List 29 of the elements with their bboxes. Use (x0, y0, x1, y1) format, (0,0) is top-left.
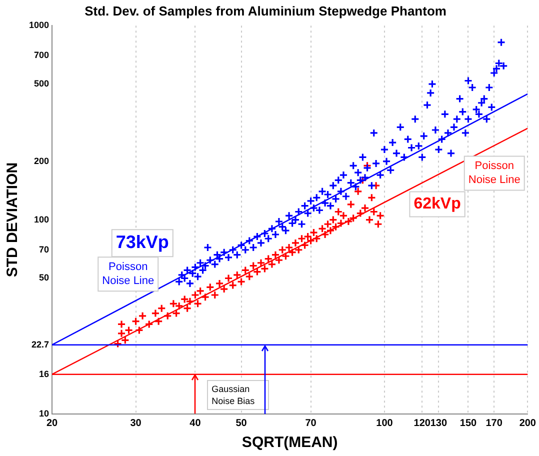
x-tick-label: 50 (236, 418, 248, 429)
annotation: Gaussian Noise Bias (212, 383, 256, 407)
y-tick-label: 22.7 (31, 339, 50, 350)
y-tick-label: 700 (34, 50, 50, 60)
x-axis-title: SQRT(MEAN) (242, 434, 338, 452)
y-axis-title: STD DEVIATION (4, 162, 22, 278)
y-tick-label: 16 (39, 368, 50, 379)
series-label: Poisson Noise Line (102, 261, 154, 288)
x-tick-label: 170 (486, 418, 503, 429)
y-tick-label: 100 (34, 214, 50, 224)
series-label: 73kVp (116, 232, 169, 252)
series-label: 62kVp (414, 196, 462, 213)
chart-title: Std. Dev. of Samples from Aluminium Stepwedge Phantom (84, 3, 446, 18)
x-tick-label: 130 (430, 418, 448, 429)
y-tick-label: 500 (34, 78, 50, 89)
y-tick-label: 1000 (28, 20, 50, 30)
x-tick-label: 70 (305, 418, 317, 429)
x-tick-label: 20 (46, 418, 58, 429)
x-tick-label: 40 (190, 418, 202, 429)
y-tick-label: 70 (39, 244, 50, 254)
x-tick-label: 200 (519, 418, 536, 429)
x-tick-label: 120 (414, 418, 431, 429)
x-tick-label: 100 (376, 418, 394, 429)
y-tick-label: 50 (39, 272, 50, 283)
x-tick-label: 150 (460, 418, 478, 429)
y-tick-label: 200 (34, 156, 50, 166)
y-tick-label: 10 (39, 408, 50, 418)
series-label: Poisson Noise Line (468, 160, 520, 186)
x-tick-label: 30 (130, 418, 142, 429)
